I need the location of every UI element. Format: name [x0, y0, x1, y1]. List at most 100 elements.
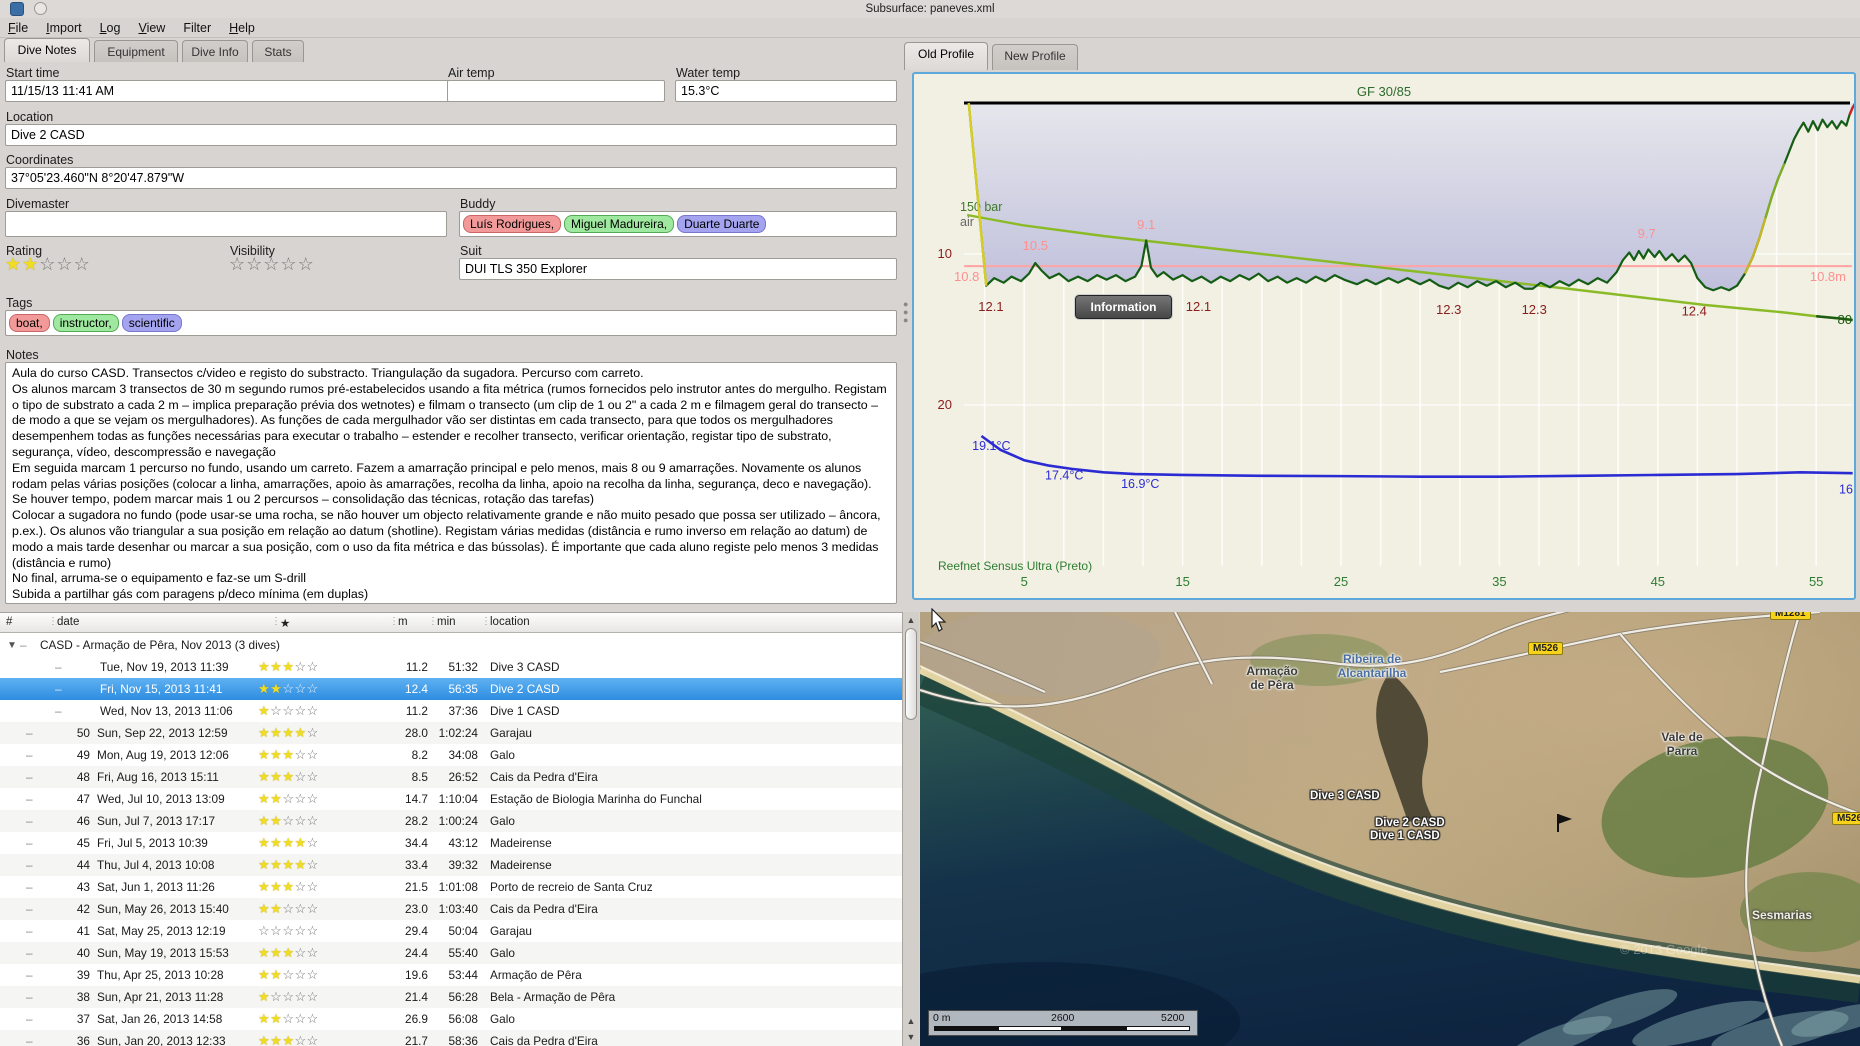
location-field[interactable]: Dive 2 CASD [5, 124, 897, 146]
star-icon[interactable]: ☆ [263, 254, 281, 274]
water-temp-field[interactable]: 15.3°C [675, 80, 897, 102]
trip-group-row[interactable]: ▼ – CASD - Armação de Pêra, Nov 2013 (3 di… [7, 638, 280, 652]
dive-row[interactable]: –37 Sat, Jan 26, 2013 14:58 ★★☆☆☆ 26.9 56:08… [26, 1011, 515, 1026]
dive-depth: 8.2 [411, 748, 428, 762]
buddy-chip[interactable]: Duarte Duarte [677, 215, 767, 233]
star-icon[interactable]: ☆ [56, 254, 74, 274]
star-icon[interactable]: ☆ [229, 254, 247, 274]
scale-right: 5200 [1161, 1012, 1185, 1024]
dive-row[interactable]: –41 Sat, May 25, 2013 12:19 ☆☆☆☆☆ 29.4 50:04… [26, 923, 532, 938]
dive-list-scrollbar[interactable]: ▲ ▲ ▼ [902, 612, 919, 1046]
column-header-location[interactable]: location [490, 616, 530, 628]
column-header-date[interactable]: date [57, 616, 80, 628]
dive-depth: 33.4 [405, 858, 428, 872]
dive-row[interactable]: –46 Sun, Jul 7, 2013 17:17 ★★☆☆☆ 28.2 1:00:2… [0, 810, 902, 832]
tab-dive-info[interactable]: Dive Info [182, 40, 248, 62]
dive-duration: 34:08 [448, 748, 478, 762]
dive-row[interactable]: –43 Sat, Jun 1, 2013 11:26 ★★★☆☆ 21.5 1:01:0… [26, 879, 653, 894]
dive-number: 48 [76, 770, 90, 784]
map[interactable]: Armação de Pêra Ribeira de Alcantarilha Va… [920, 612, 1860, 1046]
tags-field[interactable]: boat, instructor, scientific [5, 310, 897, 336]
tag-chip[interactable]: scientific [121, 314, 182, 332]
menu-file[interactable]: File [8, 21, 29, 35]
scale-left: 0 m [933, 1012, 951, 1024]
dive-row[interactable]: –50 Sun, Sep 22, 2013 12:59 ★★★★☆ 28.0 1:02:… [0, 722, 902, 744]
dive-row[interactable]: –38 Sun, Apr 21, 2013 11:28 ★☆☆☆☆ 21.4 56:28… [0, 986, 902, 1008]
buddy-chip[interactable]: Miguel Madureira, [564, 215, 675, 233]
dive-row[interactable]: –45 Fri, Jul 5, 2013 10:39 ★★★★☆ 34.4 43:12 M… [26, 835, 552, 850]
dive-location: Galo [490, 748, 515, 762]
dive-depth: 26.9 [405, 1012, 428, 1026]
map-place-label: Ribeira de Alcantarilha [1337, 652, 1407, 680]
visibility-label: Visibility [230, 244, 275, 258]
dive-duration: 56:08 [448, 1012, 478, 1026]
dive-row[interactable]: –49 Mon, Aug 19, 2013 12:06 ★★★☆☆ 8.2 34:08 G… [26, 747, 515, 762]
star-icon[interactable]: ☆ [297, 254, 315, 274]
dive-location: Galo [490, 814, 515, 828]
tab-equipment[interactable]: Equipment [94, 40, 178, 62]
menu-filter[interactable]: Filter [183, 21, 212, 35]
dive-date: Fri, Nov 15, 2013 11:41 [100, 682, 223, 696]
scroll-up-icon[interactable]: ▲ [906, 1016, 916, 1026]
dive-number: 43 [76, 880, 90, 894]
scrollbar-thumb[interactable] [905, 628, 917, 720]
dive-row[interactable]: –42 Sun, May 26, 2013 15:40 ★★☆☆☆ 23.0 1:03:… [0, 898, 902, 920]
buddy-field[interactable]: Luís Rodrigues, Miguel Madureira, Duarte D… [459, 211, 897, 237]
svg-text:16: 16 [1839, 483, 1853, 497]
column-header-stars[interactable]: ★ [280, 618, 291, 630]
dive-row[interactable]: – Tue, Nov 19, 2013 11:39 ★★★☆☆ 11.2 51:32 Di… [55, 659, 560, 674]
dive-row[interactable]: – Fri, Nov 15, 2013 11:41 ★★☆☆☆ 12.4 56:35 Di… [0, 678, 902, 700]
dive-row[interactable]: –48 Fri, Aug 16, 2013 15:11 ★★★☆☆ 8.5 26:52 C… [0, 766, 902, 788]
svg-text:12.3: 12.3 [1522, 302, 1547, 317]
star-icon[interactable]: ★ [22, 254, 40, 274]
column-header-depth[interactable]: m [398, 616, 408, 628]
start-time-field[interactable]: 11/15/13 11:41 AM [5, 80, 532, 102]
scroll-down-icon[interactable]: ▼ [906, 1032, 916, 1042]
dive-row[interactable]: –47 Wed, Jul 10, 2013 13:09 ★★☆☆☆ 14.7 1:10:… [26, 791, 702, 806]
splitter-handle[interactable]: ● ● ● [903, 299, 909, 325]
tab-old-profile[interactable]: Old Profile [904, 42, 988, 70]
tab-new-profile[interactable]: New Profile [992, 44, 1078, 70]
coordinates-field[interactable]: 37°05'23.460"N 8°20'47.879"W [5, 167, 897, 189]
star-icon[interactable]: ★ [5, 254, 23, 274]
menu-log[interactable]: Log [99, 21, 121, 35]
dive-date: Sun, May 19, 2013 15:53 [97, 946, 229, 960]
tag-chip[interactable]: instructor, [52, 314, 119, 332]
dive-row[interactable]: –40 Sun, May 19, 2013 15:53 ★★★☆☆ 24.4 55:40… [0, 942, 902, 964]
tab-stats[interactable]: Stats [252, 40, 304, 62]
star-icon[interactable]: ☆ [280, 254, 298, 274]
dive-depth: 28.0 [405, 726, 428, 740]
tag-chip[interactable]: boat, [9, 314, 50, 332]
dive-location: Galo [490, 946, 515, 960]
divemaster-field[interactable] [5, 211, 447, 237]
dive-location: Dive 1 CASD [490, 704, 560, 718]
dive-rating-stars: ★☆☆☆☆ [258, 703, 319, 718]
dive-row[interactable]: – Wed, Nov 13, 2013 11:06 ★☆☆☆☆ 11.2 37:36 Di… [55, 703, 560, 718]
map-dive-site-label: Dive 3 CASD [1310, 790, 1380, 802]
dive-list-header[interactable]: # ⋮ date ⋮ ★ ⋮ m ⋮ min ⋮ location [0, 613, 902, 633]
dive-depth: 11.2 [405, 704, 428, 718]
star-icon[interactable]: ☆ [73, 254, 91, 274]
scroll-up-icon[interactable]: ▲ [906, 615, 916, 625]
star-icon[interactable]: ☆ [39, 254, 57, 274]
air-temp-field[interactable] [447, 80, 665, 102]
dive-depth: 28.2 [405, 814, 428, 828]
column-header-duration[interactable]: min [437, 616, 456, 628]
column-header-num[interactable]: # [6, 616, 13, 628]
notes-field[interactable]: Aula do curso CASD. Transectos c/video e… [5, 362, 897, 604]
tab-dive-notes[interactable]: Dive Notes [4, 38, 90, 62]
menu-import[interactable]: Import [46, 21, 82, 35]
menu-view[interactable]: View [138, 21, 166, 35]
buddy-chip[interactable]: Luís Rodrigues, [463, 215, 562, 233]
menu-help[interactable]: Help [229, 21, 255, 35]
suit-field[interactable]: DUI TLS 350 Explorer [459, 258, 897, 280]
star-icon[interactable]: ☆ [246, 254, 264, 274]
dive-date: Wed, Nov 13, 2013 11:06 [100, 704, 233, 718]
dive-row[interactable]: –39 Thu, Apr 25, 2013 10:28 ★★☆☆☆ 19.6 53:44… [26, 967, 582, 982]
dive-row[interactable]: –36 Sun, Jan 20, 2013 12:33 ★★★☆☆ 21.7 58:36… [0, 1030, 902, 1046]
visibility-stars[interactable]: ☆☆☆☆☆ [229, 254, 315, 275]
rating-stars[interactable]: ★★☆☆☆ [5, 254, 91, 275]
dive-row[interactable]: –44 Thu, Jul 4, 2013 10:08 ★★★★☆ 33.4 39:32 M… [0, 854, 902, 876]
information-button[interactable]: Information [1074, 294, 1173, 320]
dive-duration: 56:28 [448, 990, 478, 1004]
